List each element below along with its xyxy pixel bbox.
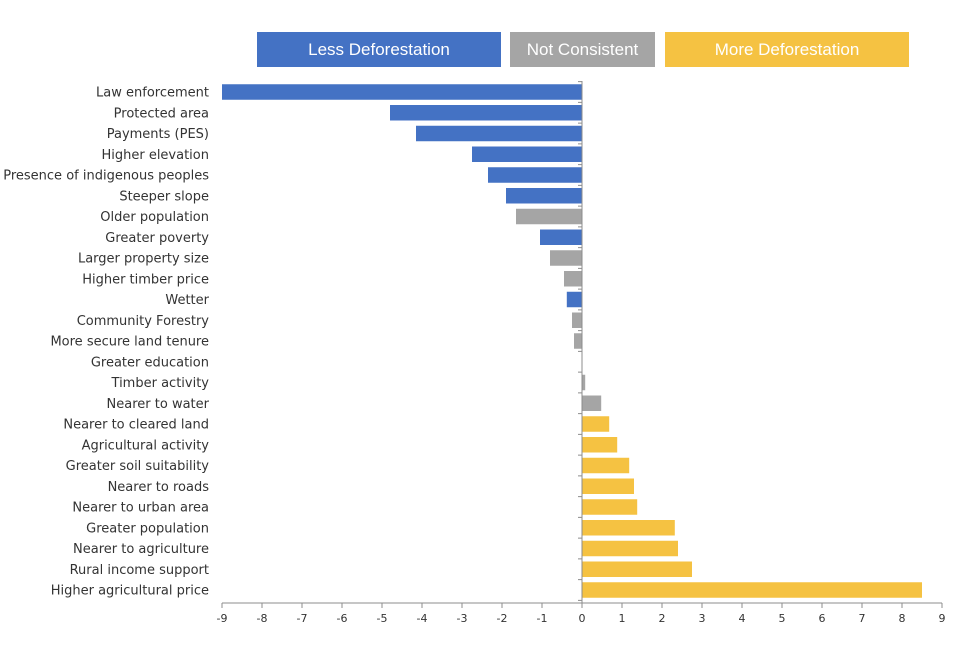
category-label: Nearer to roads [108, 480, 210, 495]
x-tick-label: 1 [619, 612, 626, 625]
bar [582, 499, 638, 515]
legend-not-consistent: Not Consistent [510, 32, 655, 67]
category-label: Higher timber price [82, 272, 209, 287]
bar [582, 582, 922, 598]
category-label: Greater poverty [105, 231, 209, 246]
bar [564, 271, 582, 287]
x-tick-label: -3 [457, 612, 468, 625]
category-label: Steeper slope [119, 189, 209, 204]
category-label: Payments (PES) [107, 127, 209, 142]
bar [516, 208, 582, 225]
bar [506, 188, 582, 204]
bar [222, 84, 582, 100]
category-label: Greater soil suitability [66, 459, 210, 474]
x-tick-label: -8 [257, 612, 268, 625]
bar [582, 478, 634, 494]
legend-less-deforestation: Less Deforestation [257, 32, 501, 67]
category-label: Larger property size [78, 252, 209, 267]
x-tick-label: 3 [699, 612, 706, 625]
bar [582, 395, 602, 411]
x-tick-label: -1 [537, 612, 548, 625]
bar [472, 146, 582, 162]
bar [582, 416, 610, 432]
bar [582, 520, 675, 536]
x-tick-label: 7 [859, 612, 866, 625]
category-label: More secure land tenure [50, 335, 209, 350]
x-tick-label: -7 [297, 612, 308, 625]
x-tick-label: 2 [659, 612, 666, 625]
category-label: Nearer to water [107, 397, 210, 412]
legend-more-deforestation: More Deforestation [665, 32, 909, 67]
x-tick-label: 4 [739, 612, 746, 625]
x-tick-label: -9 [217, 612, 228, 625]
x-tick-label: -2 [497, 612, 508, 625]
bar [582, 561, 692, 577]
bar [390, 105, 582, 121]
x-tick-label: 5 [779, 612, 786, 625]
category-label: Agricultural activity [82, 438, 210, 453]
category-label: Nearer to agriculture [73, 542, 209, 557]
x-tick-label: 8 [899, 612, 906, 625]
category-label: Older population [100, 210, 209, 225]
category-label: Timber activity [111, 376, 210, 391]
category-label: Greater population [86, 521, 209, 536]
bar [582, 374, 586, 391]
x-tick-label: 0 [579, 612, 586, 625]
bar [582, 457, 630, 474]
category-label: Presence of indigenous peoples [3, 169, 209, 184]
category-label: Greater education [91, 355, 209, 370]
category-label: Nearer to urban area [72, 501, 209, 516]
x-tick-label: -5 [377, 612, 388, 625]
category-label: Wetter [165, 293, 209, 308]
bar [582, 540, 678, 557]
category-label: Rural income support [70, 563, 209, 578]
bar [488, 167, 582, 183]
category-label: Nearer to cleared land [63, 418, 209, 433]
bar [574, 333, 582, 349]
x-tick-label: -6 [337, 612, 348, 625]
bar [566, 291, 582, 308]
bar [416, 125, 582, 142]
category-label: Protected area [114, 106, 209, 121]
x-tick-label: 6 [819, 612, 826, 625]
bar [582, 437, 618, 453]
category-label: Law enforcement [96, 86, 209, 101]
x-tick-label: 9 [939, 612, 946, 625]
category-label: Higher elevation [101, 148, 209, 163]
bar [572, 312, 582, 328]
x-tick-label: -4 [417, 612, 428, 625]
bar [540, 229, 582, 245]
category-label: Community Forestry [77, 314, 210, 329]
bar [550, 250, 582, 266]
category-label: Higher agricultural price [51, 584, 209, 599]
